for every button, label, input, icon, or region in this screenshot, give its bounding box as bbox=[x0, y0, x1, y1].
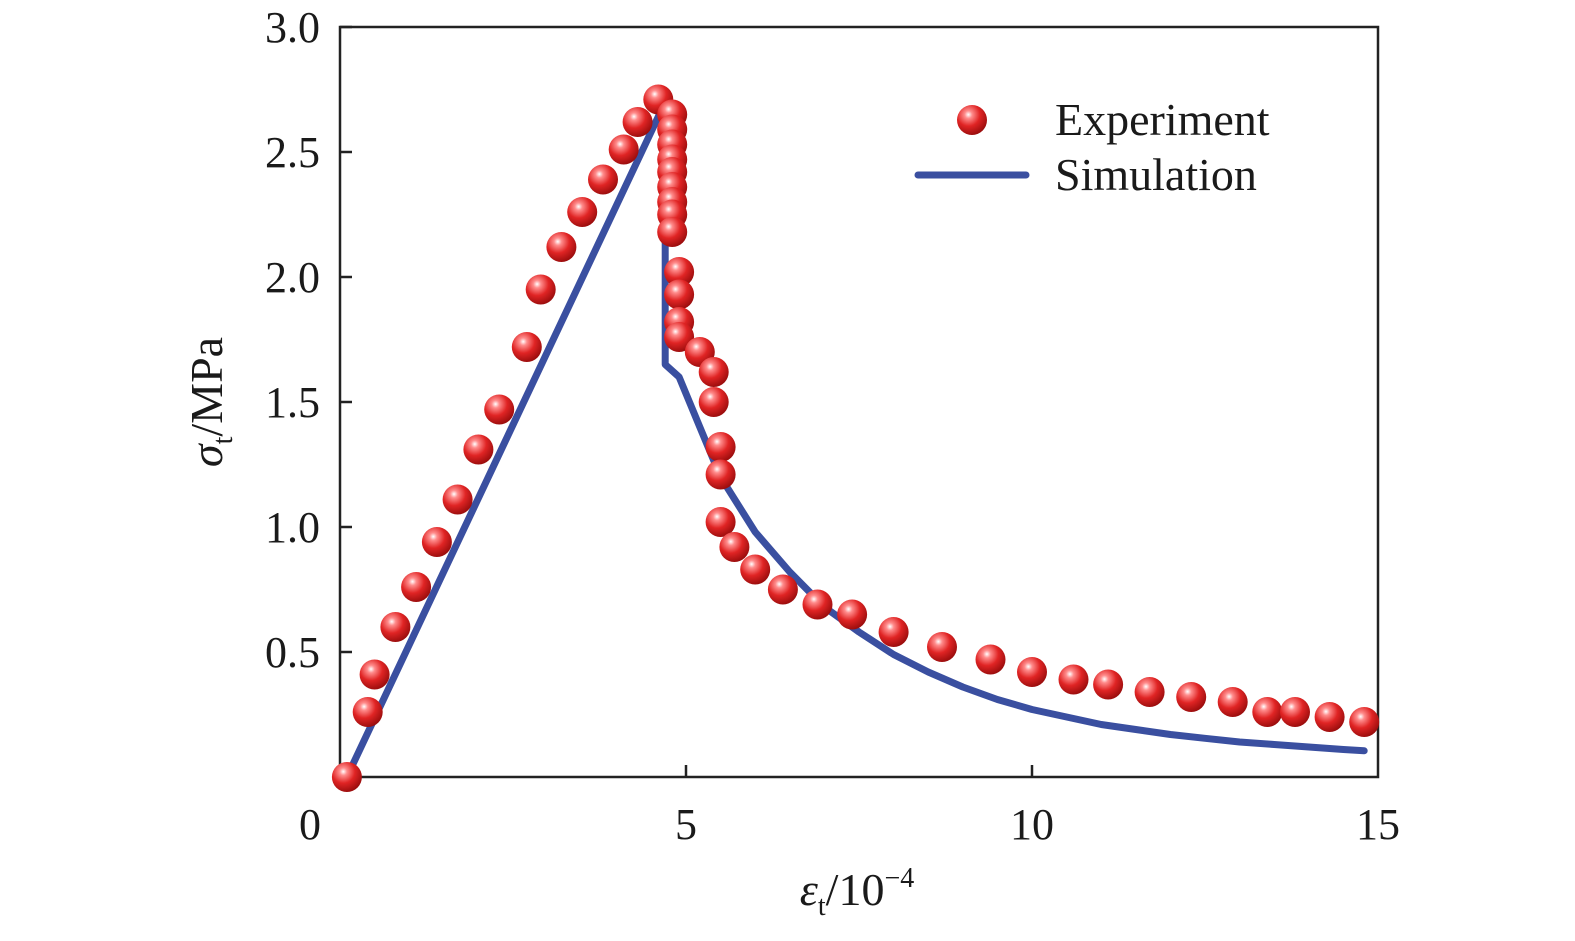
experiment-point bbox=[705, 432, 736, 462]
experiment-point bbox=[1217, 687, 1248, 717]
experiment-point bbox=[837, 599, 868, 630]
experiment-point bbox=[719, 532, 750, 562]
experiment-series bbox=[331, 84, 1380, 792]
y-tick-label: 3.0 bbox=[265, 3, 320, 52]
experiment-point bbox=[705, 507, 736, 537]
x-axis-ticks: 0 5 10 15 bbox=[299, 765, 1400, 849]
experiment-point bbox=[975, 644, 1006, 675]
experiment-point bbox=[698, 357, 729, 387]
experiment-point bbox=[331, 762, 362, 792]
experiment-point bbox=[511, 332, 542, 362]
legend-experiment-label: Experiment bbox=[1055, 94, 1270, 145]
y-axis-ticks: 0.5 1.0 1.5 2.0 2.5 3.0 bbox=[265, 3, 352, 677]
legend-experiment-marker bbox=[957, 105, 987, 135]
y-tick-label: 0.5 bbox=[265, 628, 320, 677]
experiment-point bbox=[664, 279, 695, 310]
experiment-point bbox=[380, 612, 411, 642]
experiment-point bbox=[1314, 702, 1345, 732]
experiment-point bbox=[767, 574, 798, 605]
experiment-point bbox=[1176, 682, 1207, 712]
experiment-point bbox=[927, 632, 957, 662]
experiment-point bbox=[1280, 697, 1310, 727]
experiment-point bbox=[608, 134, 639, 165]
legend: Experiment Simulation bbox=[914, 94, 1270, 200]
experiment-point bbox=[802, 589, 833, 620]
experiment-point bbox=[359, 659, 390, 690]
x-tick-label: 0 bbox=[299, 800, 321, 849]
experiment-point bbox=[401, 572, 432, 602]
experiment-point bbox=[740, 554, 771, 585]
experiment-point bbox=[463, 434, 494, 465]
experiment-point bbox=[352, 697, 383, 727]
y-axis-title: σt/MPa bbox=[181, 337, 239, 467]
experiment-point bbox=[1252, 697, 1283, 727]
x-tick-label: 5 bbox=[675, 800, 697, 849]
experiment-point bbox=[664, 322, 695, 352]
x-tick-label: 10 bbox=[1010, 800, 1054, 849]
experiment-point bbox=[698, 387, 729, 417]
x-axis-title: εt/10−4 bbox=[800, 863, 915, 922]
experiment-point bbox=[567, 197, 598, 227]
experiment-point bbox=[588, 164, 618, 195]
experiment-point bbox=[878, 617, 909, 647]
experiment-point bbox=[421, 527, 452, 557]
experiment-point bbox=[1058, 664, 1089, 695]
x-tick-label: 15 bbox=[1356, 800, 1400, 849]
experiment-point bbox=[525, 274, 556, 305]
experiment-point bbox=[442, 484, 473, 515]
simulation-line bbox=[343, 98, 1368, 781]
experiment-point bbox=[1134, 677, 1165, 707]
experiment-point bbox=[546, 232, 577, 262]
simulation-series bbox=[343, 98, 1368, 781]
experiment-point bbox=[705, 459, 736, 490]
experiment-point bbox=[664, 257, 695, 287]
experiment-point bbox=[484, 394, 515, 425]
y-tick-label: 1.5 bbox=[265, 378, 320, 427]
experiment-point bbox=[1349, 707, 1380, 737]
experiment-point bbox=[1093, 669, 1124, 700]
experiment-point bbox=[657, 217, 688, 247]
legend-simulation-label: Simulation bbox=[1055, 149, 1257, 200]
y-tick-label: 2.0 bbox=[265, 253, 320, 302]
y-tick-label: 1.0 bbox=[265, 503, 320, 552]
y-tick-label: 2.5 bbox=[265, 128, 320, 177]
experiment-point bbox=[1017, 657, 1047, 687]
experiment-point bbox=[622, 107, 653, 137]
